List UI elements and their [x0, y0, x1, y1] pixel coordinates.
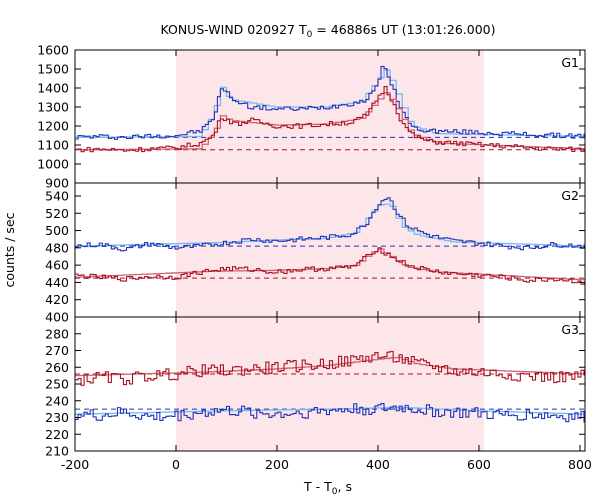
panel-label: G1	[561, 55, 579, 70]
chart-title: KONUS-WIND 020927 T0 = 46886s UT (13:01:…	[160, 22, 495, 40]
y-tick-label: 1400	[37, 81, 69, 96]
x-tick-label: -200	[61, 457, 89, 472]
y-tick-label: 520	[45, 206, 69, 221]
y-tick-label: 230	[45, 410, 69, 425]
x-tick-label: 400	[366, 457, 390, 472]
y-tick-label: 1600	[37, 43, 69, 58]
panel-g2: 400 420 440 460 480 500 520 540 G2	[45, 182, 586, 325]
y-tick-label: 280	[45, 326, 69, 341]
shaded-interval	[175, 317, 485, 451]
y-tick-label: 540	[45, 188, 69, 203]
y-tick-label: 480	[45, 240, 69, 255]
y-tick-label: 900	[45, 176, 69, 191]
lightcurve-blue	[75, 197, 585, 252]
lightcurve-red	[75, 85, 585, 153]
panel-label: G3	[561, 322, 579, 337]
y-tick-label: 500	[45, 223, 69, 238]
y-axis-label: counts / sec	[2, 212, 17, 287]
panel-g1: 900 1000 1100 1200 1300 1400 1500 1600 G1	[37, 43, 586, 191]
x-tick-label: 800	[568, 457, 592, 472]
y-tick-label: 270	[45, 343, 69, 358]
y-tick-label: 240	[45, 393, 69, 408]
y-tick-label: 440	[45, 275, 69, 290]
shaded-interval	[175, 183, 485, 317]
y-tick-label: 1500	[37, 62, 69, 77]
y-tick-label: 260	[45, 360, 69, 375]
x-tick-label: 600	[467, 457, 491, 472]
x-tick-label: 0	[172, 457, 180, 472]
shaded-interval	[175, 50, 485, 183]
y-tick-label: 1000	[37, 157, 69, 172]
y-tick-label: 420	[45, 292, 69, 307]
panels-root: 9001000110012001300140015001600G14004204…	[37, 43, 592, 473]
x-axis-label: T - T0, s	[303, 479, 352, 497]
lightcurve-blue	[75, 65, 585, 140]
y-tick-label: 1300	[37, 100, 69, 115]
panel-label: G2	[561, 188, 579, 203]
lightcurve-red	[75, 350, 585, 386]
y-tick-label: 250	[45, 377, 69, 392]
y-tick-label: 220	[45, 427, 69, 442]
lightcurve-blue	[75, 402, 585, 423]
y-tick-label: 1200	[37, 119, 69, 134]
y-tick-label: 210	[45, 444, 69, 459]
lightcurve-red	[75, 247, 585, 285]
y-tick-label: 400	[45, 310, 69, 325]
x-tick-label: 200	[265, 457, 289, 472]
y-tick-label: 1100	[37, 138, 69, 153]
y-tick-label: 460	[45, 258, 69, 273]
